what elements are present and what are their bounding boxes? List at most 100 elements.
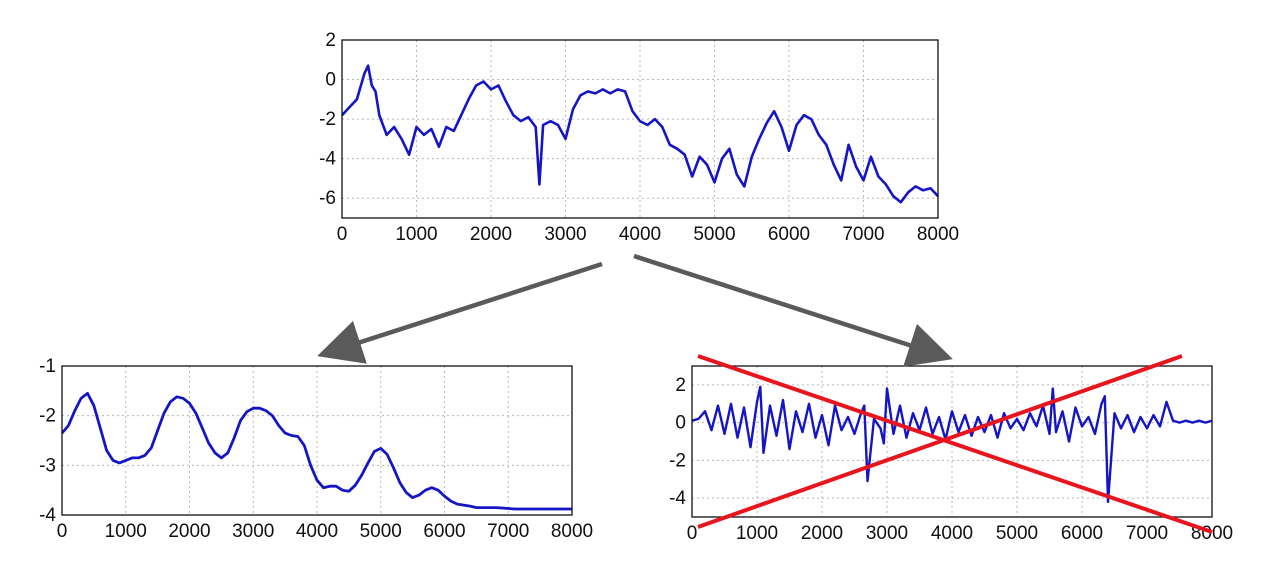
x-tick-label: 0 bbox=[57, 521, 68, 542]
data-point bbox=[834, 405, 836, 407]
data-point bbox=[469, 505, 471, 507]
data-point bbox=[929, 187, 932, 189]
data-point bbox=[912, 412, 914, 414]
data-point bbox=[624, 90, 626, 93]
data-point bbox=[848, 144, 850, 146]
data-point bbox=[699, 156, 701, 158]
data-point bbox=[863, 405, 865, 407]
data-point bbox=[821, 414, 823, 416]
x-tick-label: 0 bbox=[337, 224, 348, 245]
y-tick-label: 2 bbox=[675, 375, 686, 396]
data-point bbox=[691, 175, 693, 178]
x-tick-label: 2000 bbox=[470, 224, 512, 245]
data-point bbox=[418, 494, 420, 496]
data-point bbox=[246, 411, 248, 413]
data-point bbox=[310, 464, 312, 466]
data-point bbox=[542, 124, 544, 126]
data-point bbox=[220, 457, 222, 459]
data-point bbox=[227, 452, 229, 454]
data-point bbox=[512, 114, 514, 116]
data-point bbox=[782, 399, 784, 401]
data-point bbox=[86, 392, 89, 394]
data-point bbox=[507, 507, 509, 510]
data-point bbox=[1146, 427, 1148, 429]
data-point bbox=[373, 450, 375, 453]
data-point bbox=[118, 462, 120, 464]
data-point bbox=[265, 410, 267, 412]
data-point bbox=[646, 124, 649, 126]
y-tick-label: -2 bbox=[669, 450, 686, 471]
data-point bbox=[886, 388, 888, 390]
data-point bbox=[1185, 420, 1187, 422]
data-point bbox=[1048, 433, 1051, 435]
data-point bbox=[631, 110, 634, 112]
x-tick-label: 1000 bbox=[105, 521, 147, 542]
data-point bbox=[717, 405, 719, 407]
data-point bbox=[80, 397, 82, 399]
y-tick-label: 0 bbox=[325, 70, 336, 91]
data-point bbox=[278, 425, 280, 427]
data-point bbox=[1094, 433, 1096, 435]
data-point bbox=[1133, 431, 1135, 433]
series-line bbox=[691, 385, 1213, 504]
data-point bbox=[393, 126, 395, 128]
data-point bbox=[983, 431, 986, 433]
data-point bbox=[728, 148, 731, 150]
y-tick-label: -3 bbox=[39, 455, 56, 476]
data-point bbox=[533, 508, 535, 510]
data-point bbox=[431, 487, 433, 489]
data-point bbox=[762, 452, 765, 454]
cross-line-down bbox=[697, 354, 1213, 534]
data-point bbox=[475, 506, 477, 509]
data-point bbox=[1055, 431, 1057, 433]
data-point bbox=[964, 414, 966, 416]
data-point bbox=[1100, 403, 1103, 405]
x-tick-label: 8000 bbox=[917, 224, 959, 245]
data-point bbox=[899, 405, 901, 407]
data-point bbox=[514, 508, 516, 510]
data-point bbox=[925, 406, 927, 409]
data-point bbox=[356, 98, 358, 100]
data-point bbox=[93, 405, 95, 407]
data-point bbox=[1139, 416, 1142, 418]
data-point bbox=[766, 122, 768, 124]
data-point bbox=[594, 92, 596, 94]
data-point bbox=[1035, 425, 1038, 427]
data-point bbox=[873, 418, 875, 420]
data-point bbox=[538, 183, 541, 185]
data-point bbox=[977, 416, 979, 418]
data-point bbox=[497, 84, 500, 87]
x-tick-label: 3000 bbox=[232, 521, 274, 542]
data-point bbox=[361, 474, 363, 476]
x-tick-label: 4000 bbox=[619, 224, 661, 245]
data-point bbox=[526, 508, 528, 510]
data-point bbox=[803, 114, 805, 116]
x-tick-label: 4000 bbox=[296, 521, 338, 542]
data-point bbox=[460, 114, 462, 116]
data-point bbox=[214, 452, 216, 454]
data-point bbox=[730, 403, 732, 405]
x-tick-label: 3000 bbox=[866, 523, 908, 544]
y-tick-label: -4 bbox=[669, 488, 686, 509]
x-tick-label: 5000 bbox=[693, 224, 735, 245]
data-point bbox=[348, 490, 350, 492]
y-tick-label: -4 bbox=[39, 505, 56, 526]
data-point bbox=[527, 116, 529, 118]
data-point bbox=[723, 433, 726, 435]
data-point bbox=[1003, 412, 1005, 414]
data-point bbox=[1022, 429, 1025, 431]
data-point bbox=[412, 497, 414, 499]
data-point bbox=[885, 183, 887, 185]
data-point bbox=[99, 427, 101, 429]
data-point bbox=[239, 420, 242, 422]
x-tick-label: 7000 bbox=[487, 521, 529, 542]
data-point bbox=[284, 432, 286, 434]
data-point bbox=[157, 429, 159, 432]
data-point bbox=[922, 189, 924, 191]
data-point bbox=[1087, 416, 1090, 418]
data-point bbox=[840, 429, 843, 431]
data-point bbox=[1081, 425, 1083, 427]
x-tick-label: 6000 bbox=[423, 521, 465, 542]
data-point bbox=[137, 457, 140, 459]
plot-frame bbox=[61, 365, 573, 516]
